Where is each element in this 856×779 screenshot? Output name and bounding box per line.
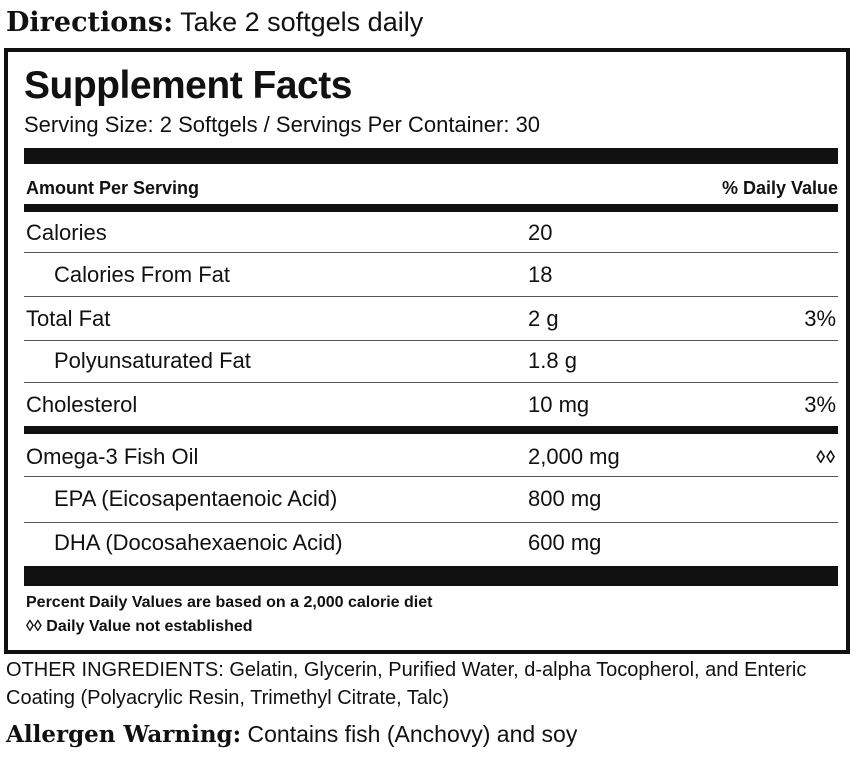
- thick-divider-header: [24, 204, 838, 212]
- row-divider: [24, 340, 838, 341]
- nutrient-name: Calories: [26, 220, 107, 245]
- row-divider: [24, 296, 838, 297]
- nutrient-daily-value: 3%: [804, 392, 836, 417]
- directions-label: Directions:: [6, 7, 174, 38]
- thick-divider-middle: [24, 426, 838, 434]
- thick-divider-bottom: [24, 566, 838, 586]
- footnote-percent-daily-values: Percent Daily Values are based on a 2,00…: [26, 594, 433, 611]
- nutrient-amount: 2 g: [528, 306, 559, 331]
- nutrient-name: Polyunsaturated Fat: [54, 348, 251, 373]
- directions-text: Take 2 softgels daily: [180, 7, 424, 37]
- nutrient-row-calories: Calories 20: [24, 216, 836, 250]
- nutrient-row-calories-from-fat: Calories From Fat 18: [24, 258, 836, 292]
- thick-divider-top: [24, 148, 838, 164]
- nutrient-name: EPA (Eicosapentaenoic Acid): [54, 486, 338, 511]
- nutrient-amount: 10 mg: [528, 392, 590, 417]
- other-ingredients: OTHER INGREDIENTS: Gelatin, Glycerin, Pu…: [6, 659, 807, 709]
- nutrient-amount: 20: [528, 220, 553, 245]
- daily-value-header: % Daily Value: [721, 178, 838, 198]
- nutrient-row-cholesterol: Cholesterol 10 mg 3%: [24, 388, 836, 422]
- nutrient-row-total-fat: Total Fat 2 g 3%: [24, 302, 836, 336]
- allergen-text: Contains fish (Anchovy) and soy: [247, 721, 578, 747]
- nutrient-amount: 600 mg: [528, 530, 602, 555]
- footnote-daily-value-not-established: ◊◊ Daily Value not established: [26, 618, 253, 635]
- nutrient-amount: 1.8 g: [528, 348, 577, 373]
- facts-title: Supplement Facts: [24, 64, 352, 107]
- supplement-facts-panel: Supplement Facts Serving Size: 2 Softgel…: [4, 48, 850, 654]
- row-divider: [24, 382, 838, 383]
- nutrient-amount: 800 mg: [528, 486, 602, 511]
- nutrient-row-epa: EPA (Eicosapentaenoic Acid) 800 mg: [24, 482, 836, 516]
- nutrient-amount: 2,000 mg: [528, 444, 620, 469]
- nutrient-row-omega-3-fish-oil: Omega-3 Fish Oil 2,000 mg ◊◊: [24, 440, 836, 474]
- allergen-warning: Allergen Warning: Contains fish (Anchovy…: [6, 718, 577, 751]
- daily-value-not-established-icon: ◊◊: [816, 447, 836, 467]
- nutrient-name: Calories From Fat: [54, 262, 231, 287]
- nutrient-row-polyunsaturated-fat: Polyunsaturated Fat 1.8 g: [24, 344, 836, 378]
- nutrient-name: Cholesterol: [26, 392, 138, 417]
- row-divider: [24, 522, 838, 523]
- nutrient-amount: 18: [528, 262, 553, 287]
- nutrient-daily-value: 3%: [804, 306, 836, 331]
- nutrient-row-dha: DHA (Docosahexaenoic Acid) 600 mg: [24, 526, 836, 560]
- row-divider: [24, 476, 838, 477]
- nutrient-name: Total Fat: [26, 306, 111, 331]
- directions-line: Directions: Take 2 softgels daily: [6, 4, 423, 41]
- allergen-label: Allergen Warning:: [6, 721, 242, 748]
- serving-size: Serving Size: 2 Softgels / Servings Per …: [24, 112, 541, 137]
- row-divider: [24, 252, 838, 253]
- nutrient-name: DHA (Docosahexaenoic Acid): [54, 530, 343, 555]
- amount-per-serving-header: Amount Per Serving: [26, 178, 200, 198]
- nutrient-name: Omega-3 Fish Oil: [26, 444, 199, 469]
